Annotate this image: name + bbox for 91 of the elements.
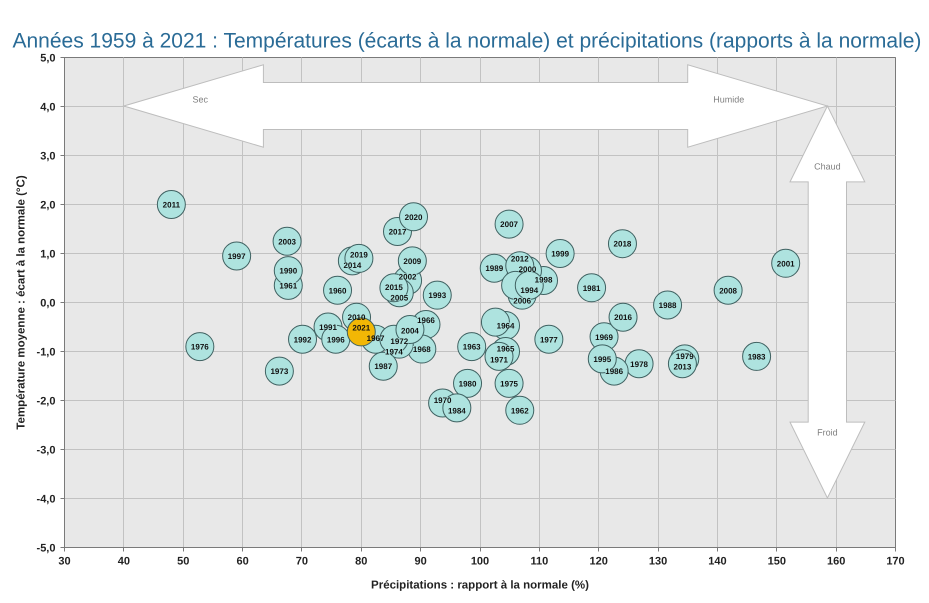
- x-tick-label: 60: [236, 556, 249, 568]
- y-tick-label: 1,0: [40, 248, 56, 260]
- annotation: 1994: [520, 286, 539, 296]
- x-tick-label: 90: [414, 556, 427, 568]
- x-tick-label: 130: [648, 556, 668, 568]
- y-tick-label: 0,0: [40, 298, 56, 310]
- annotation: 1996: [326, 335, 346, 344]
- x-tick-label: 110: [530, 556, 548, 568]
- annotation: 1964: [496, 322, 515, 331]
- y-tick-label: -3,0: [36, 444, 56, 456]
- x-tick-label: 80: [355, 556, 368, 568]
- annotation: 1984: [448, 406, 466, 416]
- x-axis-title: Précipitations : rapport à la normale (%): [371, 580, 590, 592]
- annotation: 2008: [719, 286, 738, 296]
- annotation: Humide: [713, 94, 744, 104]
- x-tick-label: 120: [590, 556, 608, 568]
- annotation: 2016: [614, 313, 632, 322]
- annotation: 1979: [676, 352, 694, 361]
- x-tick-label: 100: [470, 556, 490, 568]
- annotation: 1983: [748, 352, 766, 362]
- y-tick-label: -1,0: [36, 346, 56, 358]
- x-tick-label: 140: [708, 556, 727, 568]
- y-tick-label: -5,0: [36, 542, 56, 554]
- annotation: 2015: [385, 282, 404, 292]
- annotation: 1973: [270, 367, 289, 376]
- annotation: 1965: [496, 344, 515, 354]
- y-tick-label: 3,0: [40, 150, 56, 162]
- x-tick-label: 70: [296, 556, 308, 568]
- annotation: 2017: [388, 227, 407, 236]
- annotation: 2013: [674, 362, 692, 372]
- annotation: Froid: [817, 428, 838, 438]
- y-tick-label: 4,0: [40, 102, 56, 114]
- annotation: 1993: [428, 291, 447, 300]
- annotation: 1992: [294, 335, 312, 344]
- annotation: 2011: [162, 200, 181, 210]
- annotation: 1960: [328, 286, 347, 296]
- x-tick-label: 40: [118, 556, 130, 568]
- annotation: 1975: [500, 379, 519, 388]
- annotation: 1974: [385, 348, 404, 357]
- annotation: 2007: [500, 220, 519, 230]
- annotation: 1978: [630, 360, 649, 369]
- annotation: 2005: [390, 294, 409, 303]
- annotation: 1970: [434, 396, 452, 406]
- annotation: Sec: [192, 94, 209, 104]
- annotation: 1989: [485, 264, 504, 274]
- annotation: 1999: [551, 250, 570, 258]
- annotation: Chaud: [814, 162, 841, 172]
- annotation: 2001: [776, 259, 796, 268]
- annotation: 1976: [190, 342, 210, 352]
- annotation: 2020: [404, 212, 423, 222]
- x-tick-label: 50: [177, 556, 190, 568]
- annotation: 2019: [350, 250, 368, 260]
- y-tick-label: -4,0: [36, 494, 56, 506]
- annotation: 1971: [490, 355, 508, 364]
- annotation: 2014: [343, 260, 362, 270]
- annotation: 1988: [658, 300, 678, 310]
- annotation: 1981: [582, 284, 602, 293]
- annotation: 1969: [595, 332, 614, 342]
- annotation: 1972: [390, 336, 409, 346]
- y-axis-title: Température moyenne : écart à la normale (°C): [16, 175, 28, 430]
- annotation: 2012: [510, 254, 530, 264]
- x-tick-label: 170: [886, 556, 905, 568]
- annotation: 2000: [518, 264, 537, 274]
- y-tick-label: 5,0: [40, 52, 56, 64]
- annotation: 2004: [401, 326, 420, 336]
- x-tick-label: 150: [768, 556, 786, 568]
- annotation: 1997: [228, 252, 246, 261]
- annotation: 1962: [510, 406, 530, 416]
- annotation: 2009: [403, 256, 422, 266]
- annotation: 1980: [458, 379, 477, 388]
- annotation: 1966: [417, 316, 436, 325]
- annotation: 1977: [540, 335, 558, 344]
- y-tick-label: -2,0: [36, 396, 56, 408]
- annotation: 1990: [279, 266, 298, 276]
- annotation: 1995: [593, 354, 612, 364]
- x-tick-label: 30: [58, 556, 71, 568]
- annotation: 2003: [278, 237, 297, 246]
- annotation: 1963: [462, 342, 482, 352]
- y-tick-label: 2,0: [40, 200, 56, 212]
- annotation: 1961: [279, 281, 298, 290]
- annotation: 2018: [614, 240, 632, 249]
- annotation: 1987: [374, 362, 393, 372]
- annotation: 1968: [412, 345, 432, 354]
- annotation: 2021: [352, 324, 371, 333]
- chart-title: Années 1959 à 2021 : Températures (écarts à la normale) et précipitations (rapports à la normale): [12, 30, 922, 52]
- annotation: 2002: [398, 272, 418, 282]
- annotation: 1991: [319, 323, 338, 332]
- annotation: 1998: [534, 276, 553, 284]
- annotation: 1986: [605, 367, 624, 376]
- x-tick-label: 160: [826, 556, 846, 568]
- annotation: 2006: [513, 296, 532, 306]
